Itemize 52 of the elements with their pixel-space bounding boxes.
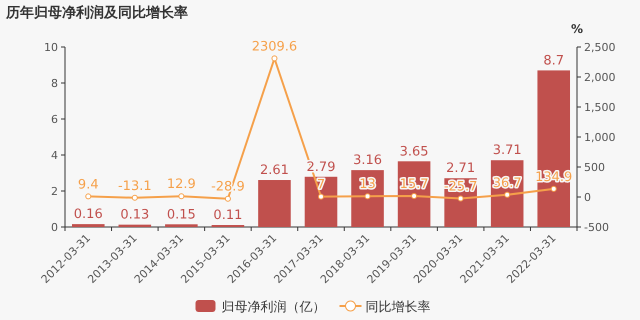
data-label: 2.61 [260,163,289,178]
y2-tick-label: 2,000 [584,71,616,84]
data-label: 0.16 [74,207,103,222]
point [85,193,92,200]
point [364,193,371,200]
y-tick-label: 4 [51,149,58,162]
data-label: 36.7 [492,176,522,191]
bar [537,70,570,227]
data-label: 7 [316,178,326,193]
data-label: 3.65 [400,144,429,160]
data-label: 8.7 [543,53,564,68]
point [411,193,418,200]
point [318,194,324,200]
point [550,186,557,192]
y2-axis-title: % [570,22,584,36]
y-tick-label: 0 [51,221,58,234]
y2-tick-label: 500 [584,161,605,174]
data-label: 13 [359,177,376,192]
bar [165,224,198,227]
y2-tick-label: 1,500 [584,101,616,114]
point [271,55,278,62]
y2-tick-label: -500 [584,221,609,234]
data-label: 0.11 [213,208,242,224]
point [178,193,184,200]
point [224,196,231,202]
point [504,192,510,198]
bar [304,176,338,227]
y-tick-label: 8 [51,77,58,90]
chart-title: 历年归母净利润及同比增长率 [5,4,188,21]
legend-label: 同比增长率 [366,299,430,315]
data-label: 0.15 [166,207,196,222]
data-label: -25.7 [444,180,478,195]
y2-tick-label: 1,000 [584,131,616,144]
y2-tick-label: 0 [584,191,591,204]
y-tick-label: 2 [51,185,58,198]
data-label: 3.16 [353,153,382,168]
data-label: 3.71 [492,143,522,158]
data-label: 15.7 [400,177,429,192]
data-label: 9.4 [78,177,99,192]
bar [72,224,105,227]
bar [258,180,291,227]
data-label: 2309.6 [252,39,298,54]
data-label: -13.1 [118,178,152,194]
y-tick-label: 10 [44,41,58,54]
point [458,196,464,202]
y-tick-label: 6 [51,113,58,126]
y2-tick-label: 2,500 [584,41,616,54]
legend-label: 归母净利润（亿） [222,300,326,315]
data-label: 12.9 [166,177,196,192]
data-label: 0.13 [120,208,150,223]
point [132,194,138,201]
data-label: 2.71 [446,161,476,176]
